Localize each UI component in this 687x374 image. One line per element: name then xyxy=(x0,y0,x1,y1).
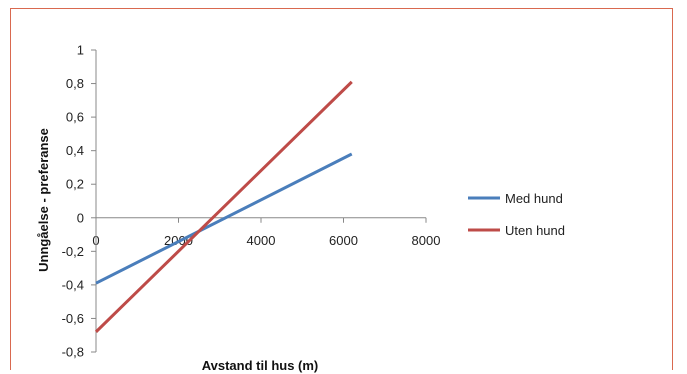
y-tick-label: 0,6 xyxy=(66,110,84,125)
y-tick-label: 0,4 xyxy=(66,143,84,158)
chart-frame xyxy=(10,8,673,370)
x-axis-title: Avstand til hus (m) xyxy=(202,358,319,373)
series-line-med-hund xyxy=(95,152,353,285)
legend-label: Uten hund xyxy=(505,223,565,238)
series-lines xyxy=(94,80,353,333)
legend-label: Med hund xyxy=(505,191,563,206)
x-tick-label: 8000 xyxy=(412,233,441,248)
y-tick-label: -0,6 xyxy=(62,311,84,326)
y-tick-label: 1 xyxy=(77,43,84,58)
x-tick-label: 6000 xyxy=(329,233,358,248)
y-tick-label: 0,2 xyxy=(66,177,84,192)
y-axis-title: Unngåelse - preferanse xyxy=(36,128,51,272)
y-axis-ticks: -0,8 -0,6 -0,4 -0,2 0 0,2 0,4 0,6 0,8 1 xyxy=(62,43,96,360)
legend: Med hund Uten hund xyxy=(468,191,565,238)
y-tick-label: -0,4 xyxy=(62,277,84,292)
y-tick-label: -0,2 xyxy=(62,244,84,259)
x-tick-label: 4000 xyxy=(247,233,276,248)
y-tick-label: 0 xyxy=(77,210,84,225)
x-axis-ticks: 02000400060008000 xyxy=(92,217,441,248)
y-tick-label: -0,8 xyxy=(62,345,84,360)
y-tick-label: 0,8 xyxy=(66,76,84,91)
series-line-uten-hund xyxy=(94,80,353,333)
